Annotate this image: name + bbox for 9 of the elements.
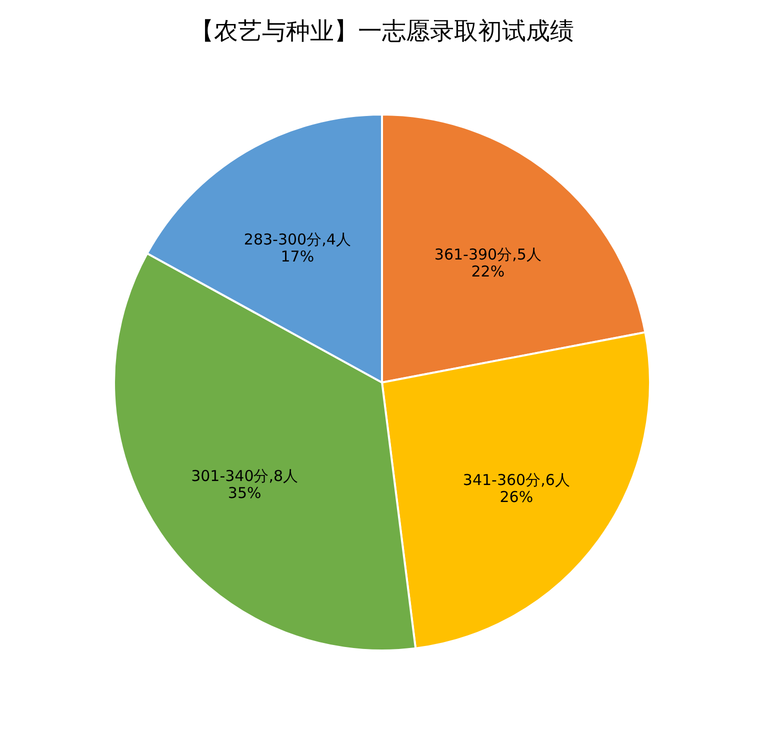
- slice-label: 283-300分,4人: [244, 230, 351, 248]
- slice-label: 361-390分,5人: [434, 245, 542, 264]
- data-label: 35%: [228, 484, 262, 502]
- data-label: 26%: [500, 488, 534, 506]
- slice-label: 341-360分,6人: [462, 471, 570, 490]
- chart-title: 【农艺与种业】一志愿录取初试成绩: [190, 17, 574, 45]
- slice-label: 301-340分,8人: [191, 466, 298, 485]
- data-label: 17%: [280, 247, 314, 266]
- data-label: 22%: [471, 262, 505, 280]
